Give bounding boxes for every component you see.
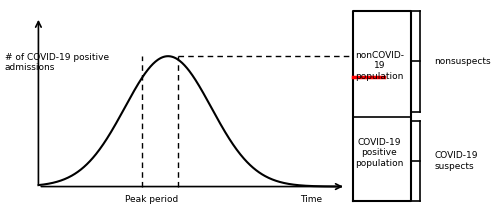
Text: # of COVID-19 positive
admissions: # of COVID-19 positive admissions: [5, 53, 109, 73]
Text: Peak period: Peak period: [124, 195, 178, 204]
Text: COVID-19
positive
population: COVID-19 positive population: [355, 138, 404, 167]
Text: COVID-19
suspects: COVID-19 suspects: [434, 151, 478, 171]
Text: nonCOVID-
19
population: nonCOVID- 19 population: [355, 51, 404, 81]
Text: Time: Time: [300, 195, 322, 204]
Text: nonsuspects: nonsuspects: [434, 57, 491, 66]
